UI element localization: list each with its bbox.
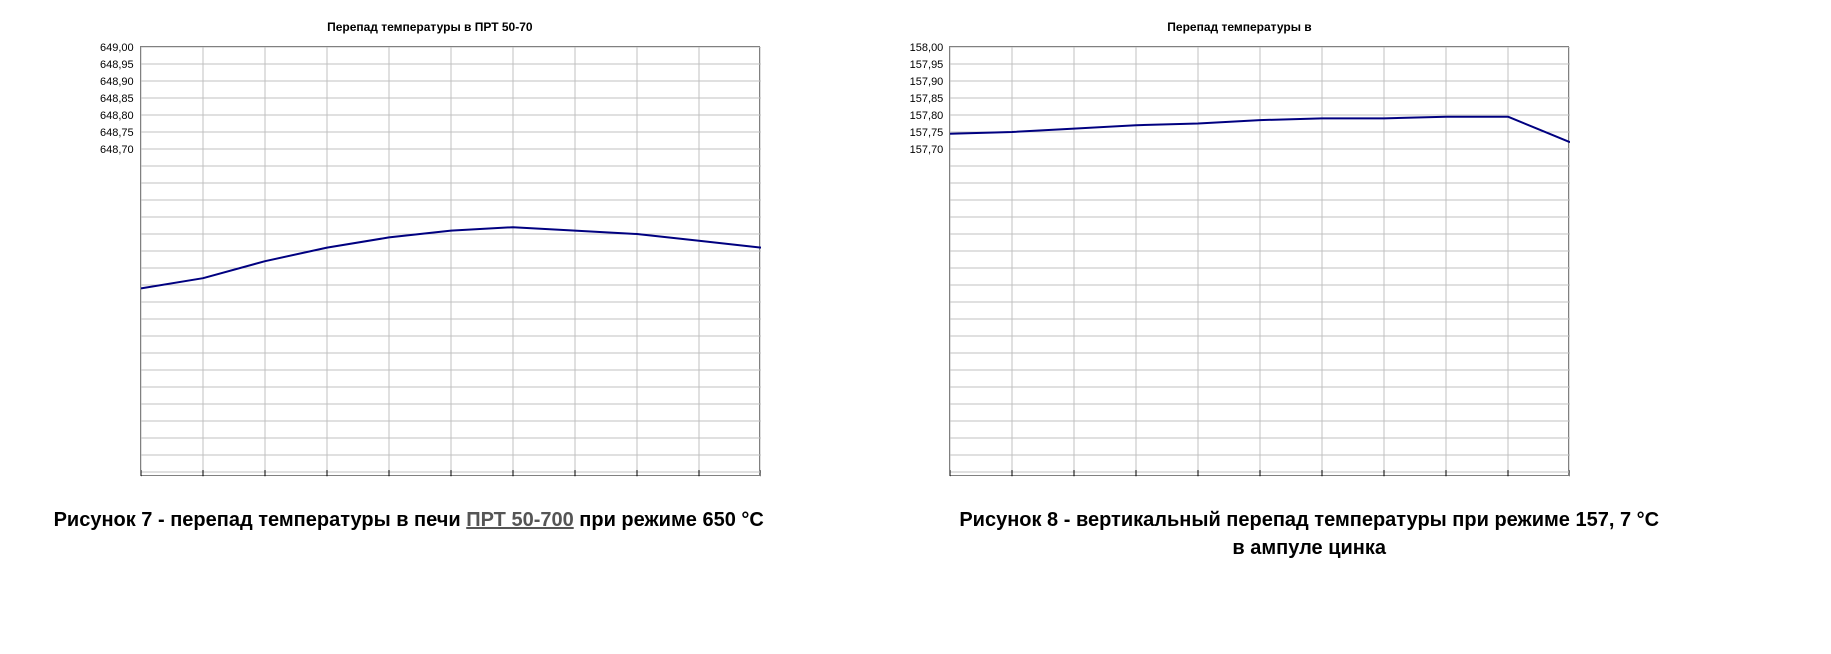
chart-left-ylabels: 649,00648,95648,90648,85648,80648,75648,… <box>100 40 140 159</box>
y-axis-label: 157,85 <box>910 91 944 108</box>
y-axis-label: 157,80 <box>910 108 944 125</box>
chart-right-ylabels: 158,00157,95157,90157,85157,80157,75157,… <box>910 40 950 159</box>
y-axis-label: 157,75 <box>910 125 944 142</box>
y-axis-label: 648,75 <box>100 125 134 142</box>
chart-right-title: Перепад температуры в <box>1167 20 1311 34</box>
y-axis-label: 648,80 <box>100 108 134 125</box>
y-axis-label: 158,00 <box>910 40 944 57</box>
caption-left: Рисунок 7 - перепад температуры в печи П… <box>30 506 787 562</box>
chart-left: Перепад температуры в ПРТ 50-70 649,0064… <box>100 20 760 476</box>
caption-right-line2: в ампуле цинка <box>1232 537 1386 559</box>
caption-left-link: ПРТ 50-700 <box>466 509 574 531</box>
y-axis-label: 157,90 <box>910 74 944 91</box>
chart-right: Перепад температуры в 158,00157,95157,90… <box>910 20 1570 476</box>
chart-right-wrap: 158,00157,95157,90157,85157,80157,75157,… <box>910 46 1570 476</box>
chart-left-plot <box>140 46 760 476</box>
caption-left-prefix: Рисунок 7 - перепад температуры в печи <box>54 509 467 531</box>
y-axis-label: 157,70 <box>910 142 944 159</box>
caption-right-line1: Рисунок 8 - вертикальный перепад темпера… <box>959 509 1659 531</box>
chart-left-wrap: 649,00648,95648,90648,85648,80648,75648,… <box>100 46 760 476</box>
y-axis-label: 648,70 <box>100 142 134 159</box>
y-axis-label: 648,85 <box>100 91 134 108</box>
caption-left-suffix: при режиме 650 °С <box>574 509 764 531</box>
y-axis-label: 648,90 <box>100 74 134 91</box>
y-axis-label: 649,00 <box>100 40 134 57</box>
chart-right-plot <box>949 46 1569 476</box>
caption-right: Рисунок 8 - вертикальный перепад темпера… <box>817 506 1801 562</box>
y-axis-label: 157,95 <box>910 57 944 74</box>
y-axis-label: 648,95 <box>100 57 134 74</box>
chart-left-title: Перепад температуры в ПРТ 50-70 <box>327 20 533 34</box>
